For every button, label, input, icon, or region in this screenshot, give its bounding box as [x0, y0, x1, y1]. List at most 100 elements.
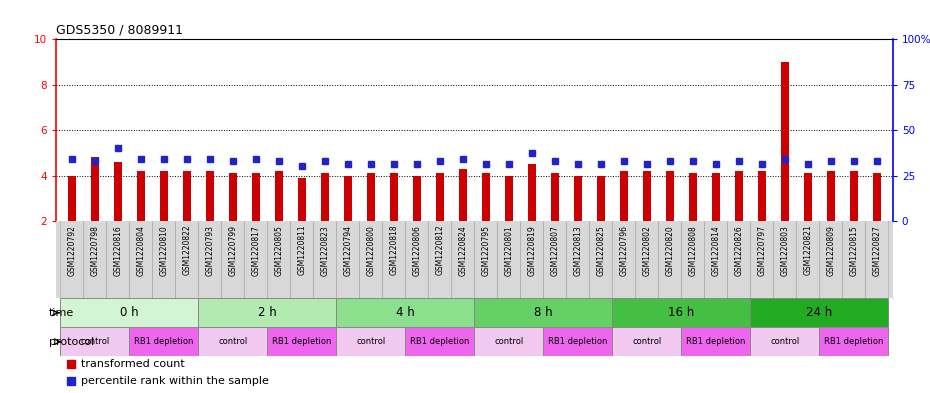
Bar	[527, 164, 536, 221]
Bar	[751, 298, 888, 327]
Bar	[366, 173, 375, 221]
Text: GSM1220826: GSM1220826	[735, 225, 743, 275]
Text: GSM1220818: GSM1220818	[390, 225, 398, 275]
Text: control: control	[632, 337, 661, 346]
Text: GSM1220804: GSM1220804	[137, 225, 145, 275]
Text: GSM1220817: GSM1220817	[251, 225, 260, 275]
Text: RB1 depletion: RB1 depletion	[686, 337, 746, 346]
Bar	[612, 298, 751, 327]
Bar	[574, 176, 582, 221]
Text: GSM1220816: GSM1220816	[113, 225, 123, 275]
Text: time: time	[49, 308, 74, 318]
Text: GSM1220800: GSM1220800	[366, 225, 376, 275]
Text: RB1 depletion: RB1 depletion	[824, 337, 884, 346]
Bar	[872, 173, 881, 221]
Bar	[198, 327, 267, 356]
Text: GSM1220819: GSM1220819	[527, 225, 537, 275]
Text: percentile rank within the sample: percentile rank within the sample	[81, 376, 269, 386]
Text: 4 h: 4 h	[396, 306, 415, 319]
Text: GSM1220807: GSM1220807	[551, 225, 559, 275]
Bar	[597, 176, 605, 221]
Bar	[160, 171, 168, 221]
Bar	[482, 173, 490, 221]
Bar	[436, 173, 444, 221]
Bar	[711, 173, 720, 221]
Text: GSM1220812: GSM1220812	[435, 225, 445, 275]
Bar	[827, 171, 835, 221]
Bar	[780, 62, 789, 221]
Text: 8 h: 8 h	[534, 306, 552, 319]
Text: GSM1220797: GSM1220797	[757, 225, 766, 276]
Bar	[619, 171, 628, 221]
Bar	[666, 171, 673, 221]
Text: GSM1220824: GSM1220824	[458, 225, 467, 275]
Text: GSM1220815: GSM1220815	[849, 225, 858, 275]
Bar	[60, 298, 198, 327]
Bar	[113, 162, 122, 221]
Text: GSM1220805: GSM1220805	[274, 225, 284, 275]
Bar	[413, 176, 421, 221]
Text: GSM1220792: GSM1220792	[67, 225, 76, 275]
Bar	[229, 173, 237, 221]
Bar	[505, 176, 512, 221]
Bar	[758, 171, 765, 221]
Bar	[551, 173, 559, 221]
Bar	[91, 157, 99, 221]
Bar	[337, 298, 474, 327]
Bar	[735, 171, 743, 221]
Text: GSM1220822: GSM1220822	[182, 225, 192, 275]
Text: GSM1220825: GSM1220825	[596, 225, 605, 275]
Text: control: control	[494, 337, 524, 346]
Text: RB1 depletion: RB1 depletion	[272, 337, 331, 346]
Text: GSM1220813: GSM1220813	[573, 225, 582, 275]
Text: transformed count: transformed count	[81, 360, 185, 369]
Bar	[682, 327, 751, 356]
Text: GSM1220809: GSM1220809	[826, 225, 835, 275]
Bar	[344, 176, 352, 221]
Text: protocol: protocol	[49, 337, 94, 347]
Text: control: control	[770, 337, 800, 346]
Text: GSM1220810: GSM1220810	[159, 225, 168, 275]
Bar	[689, 173, 697, 221]
Text: GSM1220821: GSM1220821	[804, 225, 812, 275]
Bar	[321, 173, 329, 221]
Text: GSM1220793: GSM1220793	[206, 225, 214, 276]
Bar	[643, 171, 651, 221]
Bar	[298, 178, 306, 221]
Text: GSM1220806: GSM1220806	[412, 225, 421, 275]
Bar	[252, 173, 259, 221]
Text: GSM1220808: GSM1220808	[688, 225, 698, 275]
Bar	[458, 169, 467, 221]
Text: GSM1220820: GSM1220820	[665, 225, 674, 275]
Text: control: control	[80, 337, 110, 346]
Bar	[198, 298, 337, 327]
Bar	[183, 171, 191, 221]
Bar	[819, 327, 888, 356]
Text: 16 h: 16 h	[668, 306, 695, 319]
Text: GSM1220796: GSM1220796	[619, 225, 629, 276]
Text: GSM1220799: GSM1220799	[229, 225, 237, 276]
Text: control: control	[356, 337, 385, 346]
Text: GSM1220801: GSM1220801	[504, 225, 513, 275]
Text: GSM1220823: GSM1220823	[320, 225, 329, 275]
Text: 0 h: 0 h	[120, 306, 139, 319]
Text: GDS5350 / 8089911: GDS5350 / 8089911	[56, 24, 183, 37]
Text: GSM1220798: GSM1220798	[90, 225, 100, 275]
Bar	[804, 173, 812, 221]
Bar	[405, 327, 474, 356]
Text: RB1 depletion: RB1 depletion	[410, 337, 470, 346]
Bar	[60, 327, 129, 356]
Bar	[751, 327, 819, 356]
Text: GSM1220803: GSM1220803	[780, 225, 790, 275]
Text: 2 h: 2 h	[258, 306, 277, 319]
Text: GSM1220794: GSM1220794	[343, 225, 352, 276]
Bar	[129, 327, 198, 356]
Text: GSM1220827: GSM1220827	[872, 225, 882, 275]
Bar	[337, 327, 405, 356]
Text: control: control	[219, 337, 247, 346]
Text: RB1 depletion: RB1 depletion	[134, 337, 193, 346]
Text: RB1 depletion: RB1 depletion	[548, 337, 607, 346]
Text: GSM1220795: GSM1220795	[482, 225, 490, 276]
Bar	[543, 327, 612, 356]
Bar	[390, 173, 398, 221]
